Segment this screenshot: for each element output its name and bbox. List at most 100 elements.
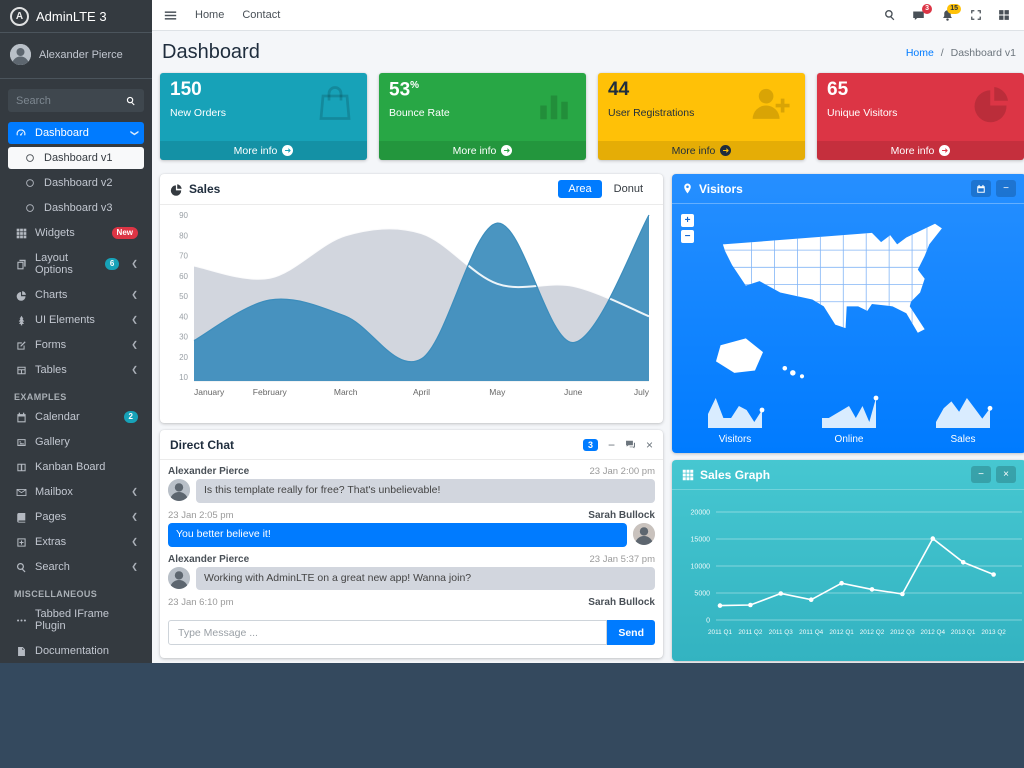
map-zoom-in-button[interactable]: + bbox=[681, 214, 694, 227]
svg-text:60: 60 bbox=[179, 272, 188, 281]
arrow-circle-right-icon: ➜ bbox=[939, 145, 951, 156]
sidebar-item-dashboard[interactable]: Dashboard ❮ bbox=[8, 122, 144, 144]
collapse-minus-icon[interactable]: − bbox=[996, 180, 1016, 197]
sidebar-item-tables[interactable]: Tables ❮ bbox=[8, 359, 144, 381]
usa-map[interactable]: + − bbox=[672, 204, 1024, 388]
sidebar-badge: New bbox=[111, 227, 138, 239]
breadcrumb-separator: / bbox=[940, 46, 944, 59]
user-panel[interactable]: Alexander Pierce bbox=[0, 33, 152, 79]
breadcrumb-home-link[interactable]: Home bbox=[905, 46, 934, 59]
sidebar-search-button[interactable] bbox=[118, 89, 144, 112]
notifications-bell-icon[interactable]: 15 bbox=[941, 3, 961, 22]
sidebar-item-dashboard-v2[interactable]: Dashboard v2 bbox=[8, 172, 144, 194]
plus-square-icon bbox=[14, 537, 28, 548]
sidebar-item-dashboard-v1[interactable]: Dashboard v1 bbox=[8, 147, 144, 169]
send-button[interactable]: Send bbox=[607, 620, 655, 645]
chevron-left-icon: ❮ bbox=[131, 365, 138, 374]
svg-text:March: March bbox=[334, 387, 358, 397]
hamburger-menu-icon[interactable] bbox=[164, 9, 177, 22]
sidebar-item-extras[interactable]: Extras ❮ bbox=[8, 531, 144, 553]
small-box-bounce-rate: 53% Bounce Rate More info ➜ bbox=[379, 73, 586, 160]
sidebar-item-gallery[interactable]: Gallery bbox=[8, 431, 144, 453]
chat-message-meta: Alexander Pierce 23 Jan 5:37 pm bbox=[168, 554, 655, 565]
direct-chat-card: Direct Chat 3 − × Alexander Pierce 23 Jan… bbox=[160, 430, 663, 658]
sales-area-chart: 90 80 70 60 50 40 30 20 10 January February March Ap… bbox=[168, 211, 655, 416]
small-box-label: Unique Visitors bbox=[827, 106, 898, 119]
small-box-user-registrations: 44 User Registrations More info ➜ bbox=[598, 73, 805, 160]
breadcrumb: Home / Dashboard v1 bbox=[906, 47, 1016, 59]
sidebar-item-widgets[interactable]: Widgets New bbox=[8, 222, 144, 244]
chat-message-input[interactable] bbox=[168, 620, 608, 645]
collapse-minus-icon[interactable]: − bbox=[971, 466, 991, 483]
chat-sender-name: Alexander Pierce bbox=[168, 553, 250, 565]
close-icon[interactable]: × bbox=[645, 437, 653, 452]
nav-link-contact[interactable]: Contact bbox=[242, 9, 281, 21]
ellipsis-icon bbox=[14, 615, 28, 626]
search-icon bbox=[126, 96, 135, 105]
svg-text:May: May bbox=[489, 387, 506, 397]
main-area: Home Contact 3 15 bbox=[152, 0, 1024, 663]
chevron-left-icon: ❮ bbox=[131, 290, 138, 299]
visitors-stat-visitors: Visitors bbox=[678, 390, 792, 445]
brand[interactable]: A AdminLTE 3 bbox=[0, 0, 152, 33]
th-icon bbox=[14, 228, 28, 239]
svg-text:70: 70 bbox=[179, 252, 188, 261]
sidebar-item-documentation[interactable]: Documentation bbox=[8, 640, 144, 662]
close-icon[interactable]: × bbox=[996, 466, 1016, 483]
navbar-search-icon[interactable] bbox=[884, 9, 896, 21]
chat-contacts-icon[interactable] bbox=[625, 439, 636, 450]
svg-text:2012 Q4: 2012 Q4 bbox=[921, 629, 946, 636]
sidebar-item-calendar[interactable]: Calendar 2 bbox=[8, 406, 144, 428]
fullscreen-icon[interactable] bbox=[970, 9, 982, 21]
svg-text:April: April bbox=[413, 387, 430, 397]
sidebar-item-kanban-board[interactable]: Kanban Board bbox=[8, 456, 144, 478]
chevron-down-icon: ❮ bbox=[129, 129, 139, 137]
svg-text:2011 Q4: 2011 Q4 bbox=[799, 629, 823, 636]
shopping-bag-icon bbox=[315, 83, 355, 128]
more-info-link[interactable]: More info ➜ bbox=[379, 141, 586, 160]
user-name: Alexander Pierce bbox=[39, 48, 123, 61]
sidebar-grid-icon[interactable] bbox=[998, 9, 1010, 21]
sidebar-item-dashboard-v3[interactable]: Dashboard v3 bbox=[8, 197, 144, 219]
more-info-link[interactable]: More info ➜ bbox=[160, 141, 367, 160]
more-info-link[interactable]: More info ➜ bbox=[817, 141, 1024, 160]
sidebar-section-header: EXAMPLES bbox=[14, 392, 67, 402]
sidebar-item-charts[interactable]: Charts ❮ bbox=[8, 284, 144, 306]
sidebar-item-pages[interactable]: Pages ❮ bbox=[8, 506, 144, 528]
sidebar-item-search[interactable]: Search ❮ bbox=[8, 556, 144, 578]
arrow-circle-right-icon: ➜ bbox=[720, 145, 732, 156]
image-icon bbox=[14, 437, 28, 448]
sidebar-item-label: Mailbox bbox=[35, 486, 73, 498]
svg-text:20000: 20000 bbox=[691, 510, 711, 517]
sales-card-title: Sales bbox=[189, 182, 221, 196]
sales-graph-title: Sales Graph bbox=[700, 467, 771, 482]
chevron-left-icon: ❮ bbox=[131, 562, 138, 571]
nav-link-home[interactable]: Home bbox=[195, 9, 225, 21]
sidebar-item-label: Dashboard bbox=[35, 127, 89, 139]
chat-bubble: Is this template really for free? That's… bbox=[196, 479, 655, 503]
sidebar-item-tabbed-iframe-plugin[interactable]: Tabbed IFrame Plugin bbox=[8, 603, 144, 637]
chat-messages: Alexander Pierce 23 Jan 2:00 pm Is this te… bbox=[160, 460, 663, 612]
messages-icon[interactable]: 3 bbox=[912, 3, 932, 22]
map-zoom-out-button[interactable]: − bbox=[681, 230, 694, 243]
sidebar-item-layout-options[interactable]: Layout Options 6 ❮ bbox=[8, 247, 144, 281]
collapse-minus-icon[interactable]: − bbox=[607, 437, 615, 452]
more-info-link[interactable]: More info ➜ bbox=[598, 141, 805, 160]
sales-graph-chart: 20000 15000 10000 5000 0 2011 Q1 2011 Q2 2011 Q… bbox=[676, 494, 1024, 657]
sidebar-item-ui-elements[interactable]: UI Elements ❮ bbox=[8, 309, 144, 331]
sidebar-search-input[interactable] bbox=[8, 89, 118, 112]
svg-text:July: July bbox=[634, 387, 650, 397]
sidebar-item-forms[interactable]: Forms ❮ bbox=[8, 334, 144, 356]
chat-bubble: You better believe it! bbox=[168, 522, 627, 547]
tab-donut[interactable]: Donut bbox=[613, 183, 643, 195]
sidebar-item-label: Extras bbox=[35, 536, 67, 548]
sidebar-item-label: Forms bbox=[35, 339, 67, 351]
search-icon bbox=[14, 562, 28, 573]
tab-area[interactable]: Area bbox=[558, 180, 602, 198]
sidebar-item-mailbox[interactable]: Mailbox ❮ bbox=[8, 481, 144, 503]
small-box-new-orders: 150 New Orders More info ➜ bbox=[160, 73, 367, 160]
calendar-button-icon[interactable] bbox=[971, 180, 991, 197]
sidebar-item-label: Documentation bbox=[35, 645, 109, 657]
file-icon bbox=[14, 646, 28, 657]
app-wrapper: A AdminLTE 3 Alexander Pierce Dashboard ❮… bbox=[0, 0, 1024, 663]
